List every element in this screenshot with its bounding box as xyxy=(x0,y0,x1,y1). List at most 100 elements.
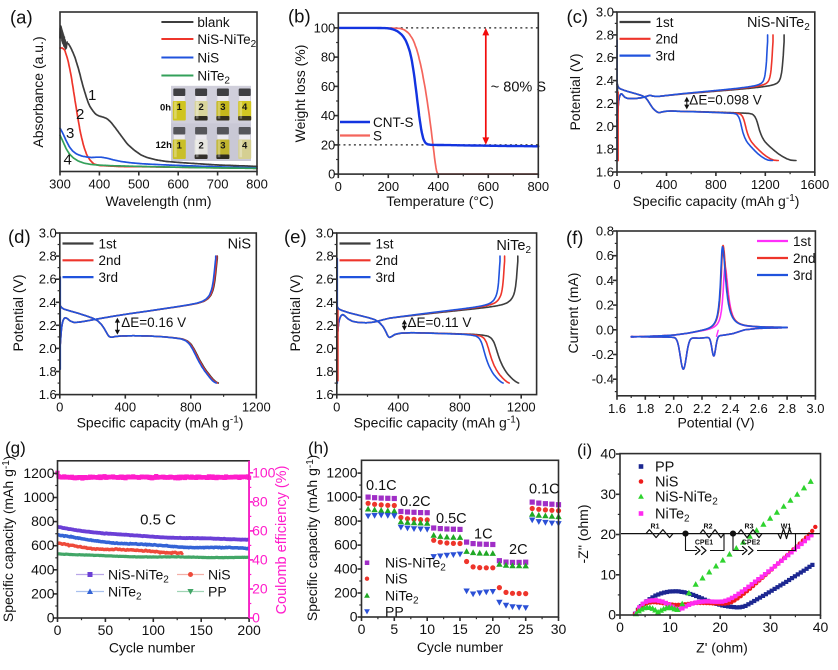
svg-text:100: 100 xyxy=(314,20,336,35)
svg-text:1.6: 1.6 xyxy=(39,387,57,402)
svg-text:-Z'' (ohm): -Z'' (ohm) xyxy=(575,504,591,563)
svg-text:1.6: 1.6 xyxy=(608,401,626,416)
svg-text:1200: 1200 xyxy=(507,400,536,415)
svg-text:3: 3 xyxy=(220,141,225,152)
svg-text:30: 30 xyxy=(551,621,567,637)
svg-text:(g): (g) xyxy=(5,439,26,458)
svg-text:600: 600 xyxy=(334,537,358,553)
svg-text:Z' (ohm): Z' (ohm) xyxy=(696,640,748,656)
svg-text:1st: 1st xyxy=(99,236,117,251)
svg-text:Potential (V): Potential (V) xyxy=(567,53,583,130)
svg-text:2nd: 2nd xyxy=(99,253,122,268)
svg-text:Coulomb efficiency (%): Coulomb efficiency (%) xyxy=(274,466,290,615)
svg-text:15: 15 xyxy=(452,621,468,637)
svg-text:NiTe2: NiTe2 xyxy=(496,238,531,256)
svg-text:1200: 1200 xyxy=(326,465,357,481)
svg-text:40: 40 xyxy=(813,619,829,635)
svg-text:3.0: 3.0 xyxy=(596,5,614,20)
svg-text:2.8: 2.8 xyxy=(778,401,796,416)
svg-text:PP: PP xyxy=(208,584,227,600)
svg-text:CNT-S: CNT-S xyxy=(373,115,414,130)
svg-text:1000: 1000 xyxy=(23,489,54,505)
svg-text:2.2: 2.2 xyxy=(316,318,334,333)
svg-text:NiS: NiS xyxy=(197,50,219,65)
svg-text:2.0: 2.0 xyxy=(596,119,614,134)
svg-text:2.6: 2.6 xyxy=(596,50,614,65)
svg-text:20: 20 xyxy=(600,526,616,542)
svg-text:0: 0 xyxy=(333,400,340,415)
svg-text:1200: 1200 xyxy=(751,177,780,192)
svg-text:700: 700 xyxy=(207,177,229,192)
svg-text:0.4: 0.4 xyxy=(596,273,614,288)
svg-text:400: 400 xyxy=(31,561,55,577)
svg-text:2.4: 2.4 xyxy=(721,401,739,416)
svg-text:1st: 1st xyxy=(376,236,394,251)
svg-text:0: 0 xyxy=(335,179,342,194)
svg-text:1.8: 1.8 xyxy=(316,364,334,379)
svg-text:2.8: 2.8 xyxy=(39,249,57,264)
svg-text:R1: R1 xyxy=(651,524,660,531)
svg-text:800: 800 xyxy=(705,177,727,192)
svg-text:R2: R2 xyxy=(704,524,713,531)
svg-text:4: 4 xyxy=(242,102,248,113)
svg-text:-0.4: -0.4 xyxy=(592,372,614,387)
svg-text:(i): (i) xyxy=(577,441,592,460)
svg-text:150: 150 xyxy=(190,622,214,638)
svg-text:400: 400 xyxy=(427,179,449,194)
svg-text:2.0: 2.0 xyxy=(316,341,334,356)
svg-text:2.2: 2.2 xyxy=(596,96,614,111)
svg-text:2.6: 2.6 xyxy=(316,272,334,287)
svg-text:80: 80 xyxy=(252,493,268,509)
svg-text:20: 20 xyxy=(485,621,501,637)
svg-text:0: 0 xyxy=(616,619,624,635)
svg-text:0h: 0h xyxy=(160,103,171,114)
svg-text:Specific capacity (mAh g-1): Specific capacity (mAh g-1) xyxy=(354,415,521,431)
svg-text:1.6: 1.6 xyxy=(596,165,614,180)
svg-text:NiS-NiTe2: NiS-NiTe2 xyxy=(385,555,446,574)
svg-text:1: 1 xyxy=(88,87,96,104)
svg-text:NiS-NiTe2: NiS-NiTe2 xyxy=(747,15,810,33)
svg-text:NiS-NiTe2: NiS-NiTe2 xyxy=(108,567,169,586)
svg-text:800: 800 xyxy=(246,177,268,192)
svg-text:0.0: 0.0 xyxy=(596,322,614,337)
svg-text:Specific capacity (mAh g-1): Specific capacity (mAh g-1) xyxy=(0,456,16,622)
svg-text:R3: R3 xyxy=(745,524,754,531)
svg-text:2.2: 2.2 xyxy=(693,401,711,416)
svg-text:40: 40 xyxy=(252,551,268,567)
svg-text:2nd: 2nd xyxy=(376,253,399,268)
svg-text:1200: 1200 xyxy=(23,465,54,481)
svg-text:ΔE=0.16 V: ΔE=0.16 V xyxy=(121,315,186,330)
svg-text:10: 10 xyxy=(419,621,435,637)
svg-text:1: 1 xyxy=(177,141,183,152)
svg-text:1.8: 1.8 xyxy=(39,364,57,379)
svg-text:600: 600 xyxy=(167,177,189,192)
svg-text:3: 3 xyxy=(66,125,74,142)
svg-text:5: 5 xyxy=(390,621,398,637)
svg-text:200: 200 xyxy=(334,585,358,601)
svg-text:800: 800 xyxy=(449,400,471,415)
svg-text:3.0: 3.0 xyxy=(316,226,334,241)
svg-text:20: 20 xyxy=(712,619,728,635)
svg-text:1000: 1000 xyxy=(326,489,357,505)
svg-text:60: 60 xyxy=(321,79,335,94)
svg-text:0: 0 xyxy=(608,607,616,623)
svg-text:2.6: 2.6 xyxy=(750,401,768,416)
svg-text:2.2: 2.2 xyxy=(39,318,57,333)
svg-text:600: 600 xyxy=(477,179,499,194)
svg-text:NiS: NiS xyxy=(228,237,251,253)
svg-text:60: 60 xyxy=(252,522,268,538)
svg-text:200: 200 xyxy=(237,622,261,638)
svg-text:Specific capacity (mAh g-1): Specific capacity (mAh g-1) xyxy=(304,455,320,621)
svg-text:1: 1 xyxy=(177,102,183,113)
svg-text:0.5C: 0.5C xyxy=(436,511,467,527)
svg-text:1600: 1600 xyxy=(800,177,829,192)
svg-text:(c): (c) xyxy=(567,6,589,27)
svg-text:0: 0 xyxy=(56,400,63,415)
svg-text:0: 0 xyxy=(328,167,335,182)
svg-text:40: 40 xyxy=(600,446,616,462)
svg-text:4: 4 xyxy=(242,141,248,152)
svg-text:NiS: NiS xyxy=(385,571,408,587)
svg-text:(b): (b) xyxy=(288,6,311,27)
svg-text:1C: 1C xyxy=(474,527,493,543)
svg-text:25: 25 xyxy=(518,621,534,637)
